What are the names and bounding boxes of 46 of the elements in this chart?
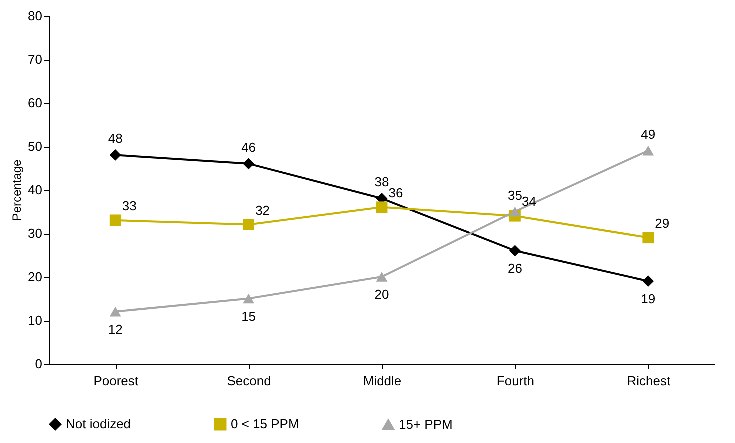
data-label: 46	[242, 140, 256, 155]
data-label: 19	[641, 291, 656, 306]
y-tick-label: 80	[28, 8, 42, 24]
data-label: 15	[242, 308, 256, 324]
legend-label: Not iodized	[66, 416, 132, 432]
y-tick-label: 20	[28, 270, 42, 284]
point	[642, 146, 654, 156]
x-tick-label: Middle	[363, 374, 402, 388]
x-tick-label: Second	[227, 374, 272, 388]
y-tick-label: 0	[35, 356, 42, 372]
point	[243, 219, 254, 230]
data-label: 12	[108, 322, 123, 337]
point	[243, 294, 254, 304]
y-tick-label: 50	[28, 139, 42, 154]
data-label: 48	[108, 131, 123, 146]
data-label: 35	[508, 188, 522, 203]
data-label: 36	[388, 185, 404, 200]
data-label: 20	[374, 287, 390, 302]
x-tick-label: Poorest	[94, 374, 139, 388]
data-label: 33	[122, 198, 137, 214]
y-tick-label: 10	[28, 313, 42, 328]
y-axis-title: Percentage	[10, 159, 24, 222]
point	[110, 150, 122, 161]
point	[642, 232, 654, 244]
data-label: 32	[256, 202, 270, 218]
y-tick-label: 60	[28, 96, 42, 110]
point	[510, 245, 521, 257]
legend-label: 15+ PPM	[399, 416, 453, 432]
data-label: 34	[522, 194, 536, 210]
data-label: 26	[508, 260, 522, 276]
point	[376, 272, 388, 282]
point	[376, 202, 388, 214]
point	[243, 158, 254, 170]
x-tick-label: Richest	[627, 374, 671, 388]
y-tick-label: 70	[28, 52, 42, 67]
y-tick-label: 30	[28, 226, 42, 241]
point	[110, 214, 122, 226]
data-label: 29	[655, 216, 670, 231]
y-tick-label: 40	[28, 182, 42, 198]
point	[510, 206, 521, 217]
legend-label: 0 < 15 PPM	[231, 416, 300, 432]
point	[110, 306, 122, 317]
data-label: 49	[641, 126, 656, 142]
point	[642, 276, 654, 288]
data-label: 38	[374, 174, 390, 190]
x-tick-label: Fourth	[496, 374, 534, 388]
